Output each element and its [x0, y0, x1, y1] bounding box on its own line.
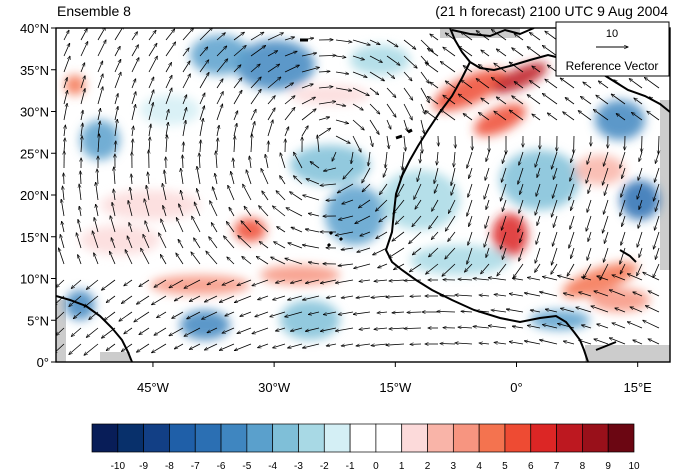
lon-label: 0° — [510, 380, 522, 395]
forecast-time-title: (21 h forecast) 2100 UTC 9 Aug 2004 — [435, 3, 668, 19]
colorbar-label: 9 — [605, 461, 611, 471]
colorbar-label: 0 — [373, 461, 379, 471]
colorbar-label: 8 — [580, 461, 586, 471]
colorbar-label: -7 — [191, 461, 200, 471]
colorbar-swatch — [401, 423, 428, 453]
lon-label: 15°W — [379, 380, 412, 395]
colorbar-label: -4 — [268, 461, 277, 471]
lat-label: 25°N — [20, 146, 49, 161]
lat-label: 35°N — [20, 63, 49, 78]
lat-label: 5°N — [27, 313, 49, 328]
colorbar-swatch — [143, 423, 170, 453]
colorbar-label: -5 — [242, 461, 251, 471]
colorbar-swatch — [349, 423, 377, 453]
colorbar-label: 10 — [628, 461, 640, 471]
lat-label: 15°N — [20, 230, 49, 245]
colorbar-swatch — [246, 423, 274, 453]
map-panel — [56, 28, 670, 362]
colorbar-label: 6 — [528, 461, 534, 471]
colorbar-label: 2 — [425, 461, 431, 471]
colorbar-swatch — [194, 423, 222, 453]
colorbar: -10 -9 -8 -7 -6 -5 -4 -3 -2 -1 0 1 2 3 4 5 6 7 8 9 10 — [91, 423, 640, 471]
colorbar-swatch — [427, 423, 454, 453]
colorbar-swatch — [607, 423, 635, 453]
colorbar-label: -2 — [320, 461, 329, 471]
reference-vector-label: Reference Vector — [566, 59, 659, 73]
colorbar-label: 3 — [451, 461, 457, 471]
lat-label: 0° — [37, 355, 49, 370]
coastline — [56, 28, 670, 362]
panel-title: Ensemble 8 — [57, 3, 131, 19]
colorbar-label: -1 — [346, 461, 355, 471]
colorbar-swatch — [504, 423, 532, 453]
lat-label: 40°N — [20, 21, 49, 36]
colorbar-swatch — [323, 423, 351, 453]
colorbar-swatch — [272, 423, 299, 453]
colorbar-label: 5 — [502, 461, 508, 471]
colorbar-label: 4 — [476, 461, 482, 471]
colorbar-swatch — [117, 423, 144, 453]
colorbar-swatch — [169, 423, 196, 453]
lat-label: 10°N — [20, 272, 49, 287]
colorbar-swatch — [530, 423, 557, 453]
lon-label: 15°E — [624, 380, 653, 395]
colorbar-swatch — [220, 423, 248, 453]
colorbar-label: 1 — [399, 461, 405, 471]
colorbar-swatch — [478, 423, 506, 453]
latitude-axis: 40°N 35°N 30°N 25°N 20°N 15°N 10°N 5°N 0° — [20, 21, 56, 370]
colorbar-swatch — [556, 423, 583, 453]
reference-vector-box: 10 Reference Vector — [555, 21, 670, 77]
colorbar-label: -3 — [294, 461, 303, 471]
colorbar-swatch — [452, 423, 480, 453]
reference-vector-magnitude: 10 — [606, 28, 618, 40]
colorbar-swatch — [582, 423, 609, 453]
colorbar-swatch — [375, 423, 403, 453]
longitude-axis: 45°W 30°W 15°W 0° 15°E — [137, 362, 652, 395]
lat-label: 20°N — [20, 188, 49, 203]
colorbar-label: -6 — [217, 461, 226, 471]
colorbar-swatch — [91, 423, 119, 453]
colorbar-label: 7 — [554, 461, 560, 471]
wind-vectors — [56, 28, 659, 356]
colorbar-label: -8 — [165, 461, 174, 471]
lon-label: 45°W — [137, 380, 170, 395]
lon-label: 30°W — [258, 380, 291, 395]
colorbar-label: -10 — [111, 461, 126, 471]
lat-label: 30°N — [20, 105, 49, 120]
colorbar-swatch — [298, 423, 325, 453]
colorbar-label: -9 — [139, 461, 148, 471]
